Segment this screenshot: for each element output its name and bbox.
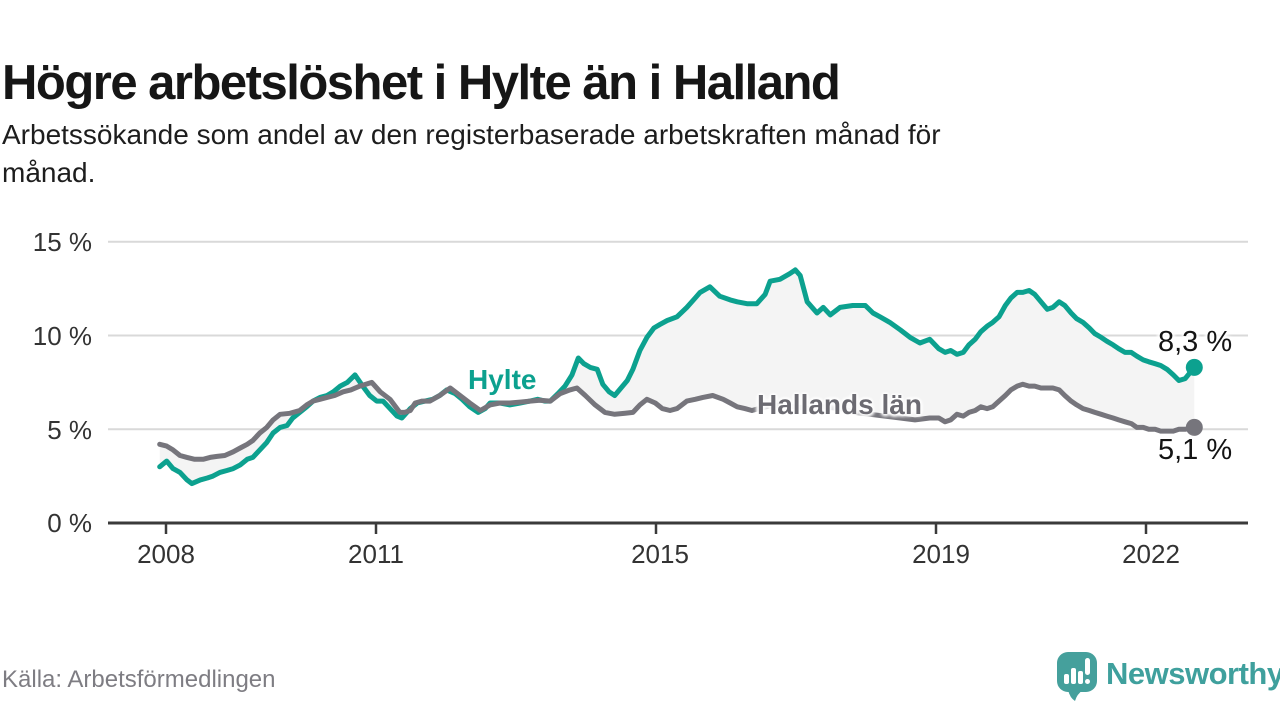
x-axis-tick-label: 2008 (137, 539, 195, 569)
band-fill (159, 269, 1195, 484)
chart-subtitle-line-1: Arbetssökande som andel av den registerb… (2, 119, 941, 150)
series-label-hallands-lan: Hallands län (757, 389, 922, 420)
newsworthy-bubble-icon (1057, 652, 1097, 701)
chart-subtitle-line-2: månad. (2, 157, 96, 188)
x-axis-tick-label: 2022 (1122, 539, 1180, 569)
newsworthy-wordmark: Newsworthy (1106, 656, 1280, 691)
y-axis-tick-label: 0 % (47, 508, 92, 538)
series-line-hallands-lan (157, 379, 1197, 462)
x-axis-tick-label: 2019 (912, 539, 970, 569)
x-axis-tick-label: 2011 (348, 539, 404, 569)
page-title: Högre arbetslöshet i Hylte än i Halland (2, 55, 841, 110)
source-note: Källa: Arbetsförmedlingen (2, 666, 276, 693)
series-label-hylte: Hylte (468, 364, 537, 395)
end-value-hylte: 8,3 % (1158, 326, 1233, 358)
end-value-hallands-lan: 5,1 % (1158, 434, 1233, 466)
y-axis-tick-label: 5 % (47, 415, 92, 445)
end-dot-hylte (1185, 358, 1203, 376)
newsworthy-logo: Newsworthy (1056, 650, 1280, 702)
y-axis-tick-label: 10 % (32, 321, 92, 351)
y-axis-tick-label: 15 % (32, 227, 92, 257)
x-axis-tick-label: 2015 (631, 539, 689, 569)
end-dot-hallands-lan (1185, 418, 1203, 436)
